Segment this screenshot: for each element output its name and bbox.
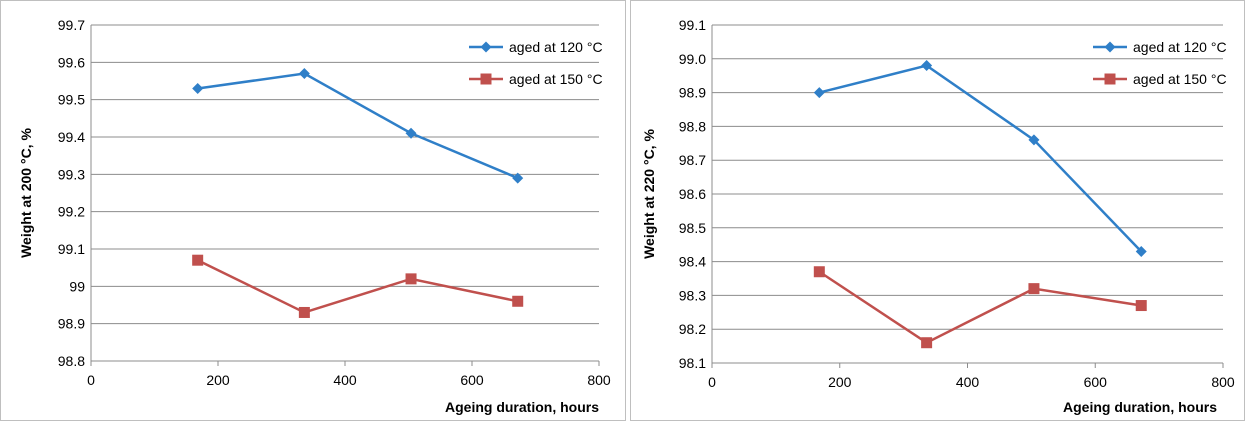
data-point-series-1 (512, 172, 524, 184)
series-line-1 (819, 64, 1143, 253)
y-tick-label: 98.7 (679, 152, 706, 168)
y-tick-label: 98.9 (58, 316, 85, 332)
data-point-series-2 (192, 254, 204, 266)
data-point-series-1 (405, 127, 417, 139)
y-tick-label: 98.1 (679, 355, 706, 371)
data-point-series-2 (405, 273, 417, 285)
y-tick-label: 99.1 (58, 241, 85, 257)
y-axis-title: Weight at 220 °C, % (641, 129, 657, 259)
x-tick-label: 200 (206, 372, 230, 388)
x-tick-label: 0 (87, 372, 95, 388)
chart-panel-left: 98.8 98.9 99 99.1 99.2 99.3 99.4 99.5 99.6 99.7 0 2… (0, 0, 626, 421)
data-point-series-1 (921, 60, 933, 72)
y-tick-label: 99.2 (58, 204, 85, 220)
y-tick-label: 99.4 (58, 129, 85, 145)
legend-marker (480, 41, 492, 53)
series-line-1 (197, 72, 519, 180)
y-tick-label: 98.5 (679, 220, 706, 236)
legend-marker (1104, 41, 1116, 53)
y-tick-label: 98.6 (679, 186, 706, 202)
data-point-series-1 (1028, 134, 1040, 146)
x-tick-label: 800 (1211, 374, 1235, 390)
data-point-series-1 (813, 87, 825, 99)
data-point-series-2 (298, 306, 310, 318)
x-tick-label: 400 (333, 372, 357, 388)
legend-marker (480, 73, 492, 85)
data-point-series-2 (1028, 283, 1040, 295)
series-line-2 (818, 270, 1142, 345)
y-tick-label: 99.5 (58, 92, 85, 108)
y-tick-label: 99 (69, 278, 85, 294)
x-tick-label: 600 (1084, 374, 1108, 390)
y-tick-label: 99.1 (679, 17, 706, 33)
y-tick-label: 98.3 (679, 287, 706, 303)
data-point-series-1 (1135, 245, 1147, 257)
data-point-series-2 (813, 266, 825, 278)
x-axis-title: Ageing duration, hours (1063, 399, 1217, 415)
data-point-series-1 (298, 68, 310, 80)
y-tick-label: 99.6 (58, 54, 85, 70)
y-tick-label: 98.8 (58, 353, 85, 369)
legend-label: aged at 150 °C (509, 71, 603, 87)
chart-panel-right: 98.1 98.2 98.3 98.4 98.5 98.6 98.7 98.8 98.9 99.0… (630, 0, 1245, 421)
x-tick-label: 600 (460, 372, 484, 388)
data-point-series-2 (512, 295, 524, 307)
data-point-series-1 (192, 82, 204, 94)
y-tick-label: 98.8 (679, 118, 706, 134)
chart-left: 98.8 98.9 99 99.1 99.2 99.3 99.4 99.5 99.6 99.7 0 2… (18, 17, 611, 415)
data-point-series-2 (1135, 300, 1147, 312)
legend-marker (1104, 73, 1116, 85)
y-tick-label: 98.4 (679, 254, 706, 270)
series-line-2 (197, 259, 518, 314)
legend-label: aged at 120 °C (509, 39, 603, 55)
x-tick-label: 400 (956, 374, 980, 390)
data-point-series-2 (921, 337, 933, 349)
x-tick-label: 800 (587, 372, 611, 388)
x-tick-label: 200 (828, 374, 852, 390)
x-axis-title: Ageing duration, hours (445, 399, 599, 415)
y-tick-label: 99.7 (58, 17, 85, 33)
y-tick-label: 99.3 (58, 166, 85, 182)
x-tick-label: 0 (708, 374, 716, 390)
y-tick-label: 98.2 (679, 321, 706, 337)
legend-label: aged at 120 °C (1133, 39, 1227, 55)
y-tick-label: 99.0 (679, 51, 706, 67)
legend-label: aged at 150 °C (1133, 71, 1227, 87)
y-axis-title: Weight at 200 °C, % (18, 128, 34, 258)
y-tick-label: 98.9 (679, 85, 706, 101)
chart-right: 98.1 98.2 98.3 98.4 98.5 98.6 98.7 98.8 98.9 99.0… (641, 17, 1235, 415)
